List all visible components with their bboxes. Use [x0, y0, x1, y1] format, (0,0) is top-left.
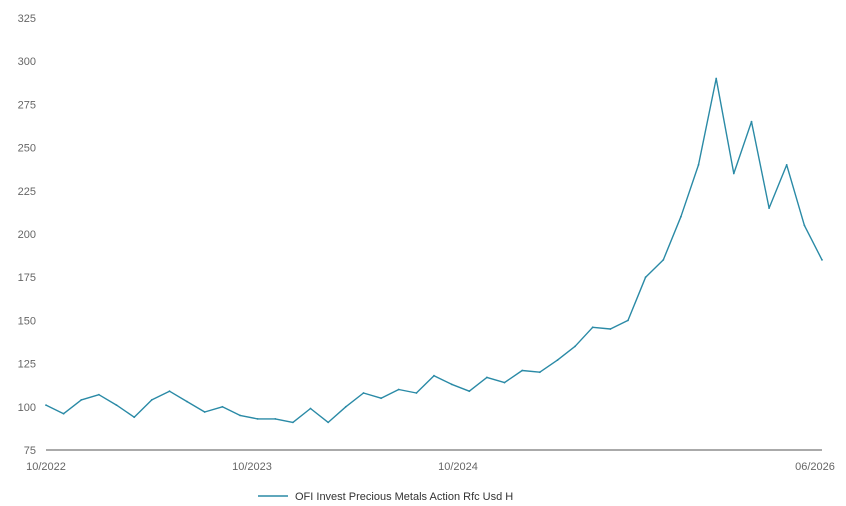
- y-tick-label: 250: [18, 143, 36, 155]
- data-point: [680, 215, 682, 218]
- series-line: [45, 77, 823, 424]
- data-point: [168, 390, 171, 393]
- data-point: [45, 404, 47, 406]
- data-point: [256, 418, 259, 420]
- data-point: [115, 404, 118, 406]
- data-point: [521, 369, 524, 372]
- data-point: [415, 392, 418, 394]
- data-point: [768, 207, 770, 210]
- data-point: [150, 399, 153, 401]
- data-point: [380, 397, 382, 400]
- legend: OFI Invest Precious Metals Action Rfc Us…: [258, 491, 513, 503]
- data-point: [62, 412, 65, 415]
- data-point: [591, 326, 594, 329]
- data-point: [821, 259, 823, 261]
- y-axis: 75 100 125 150 175 200 225 250 275 300 325: [18, 13, 36, 457]
- data-point: [362, 392, 365, 394]
- data-point: [538, 371, 541, 374]
- data-point: [732, 172, 735, 175]
- y-tick-label: 200: [18, 229, 36, 241]
- x-tick-label: 10/2023: [232, 461, 272, 473]
- legend-label: OFI Invest Precious Metals Action Rfc Us…: [295, 491, 513, 503]
- series-layer: [45, 77, 823, 424]
- data-point: [627, 319, 629, 322]
- data-point: [397, 388, 400, 391]
- x-tick-label: 10/2024: [438, 461, 478, 473]
- data-point: [468, 390, 471, 393]
- x-axis: 10/2022 10/2023 10/2024 06/2026: [26, 461, 835, 473]
- data-point: [662, 259, 665, 261]
- data-point: [503, 381, 506, 384]
- x-tick-label: 10/2022: [26, 461, 66, 473]
- data-point: [309, 407, 312, 410]
- y-tick-label: 275: [18, 99, 36, 111]
- data-point: [292, 421, 294, 424]
- data-point: [574, 345, 576, 348]
- data-point: [697, 164, 700, 166]
- data-point: [274, 418, 277, 420]
- data-point: [644, 276, 647, 279]
- y-tick-label: 175: [18, 272, 36, 284]
- data-point: [98, 393, 100, 396]
- y-tick-label: 100: [18, 402, 36, 414]
- y-tick-label: 325: [18, 13, 36, 25]
- data-point: [327, 421, 330, 424]
- y-tick-label: 75: [24, 445, 36, 457]
- y-tick-label: 225: [18, 186, 36, 198]
- data-point: [203, 411, 206, 413]
- data-point: [785, 164, 788, 166]
- data-point: [221, 405, 224, 408]
- data-point: [133, 416, 136, 419]
- data-point: [556, 359, 559, 361]
- data-point: [450, 383, 453, 386]
- y-tick-label: 125: [18, 359, 36, 371]
- data-point: [715, 77, 718, 80]
- data-point: [80, 399, 83, 401]
- data-point: [239, 414, 241, 417]
- data-point: [486, 376, 488, 379]
- data-point: [186, 400, 189, 403]
- data-point: [344, 405, 347, 408]
- data-point: [433, 374, 435, 377]
- x-tick-label: 06/2026: [795, 461, 835, 473]
- y-tick-label: 150: [18, 315, 36, 327]
- y-tick-label: 300: [18, 56, 36, 68]
- data-point: [609, 328, 612, 330]
- data-point: [803, 224, 806, 227]
- data-point: [750, 120, 753, 123]
